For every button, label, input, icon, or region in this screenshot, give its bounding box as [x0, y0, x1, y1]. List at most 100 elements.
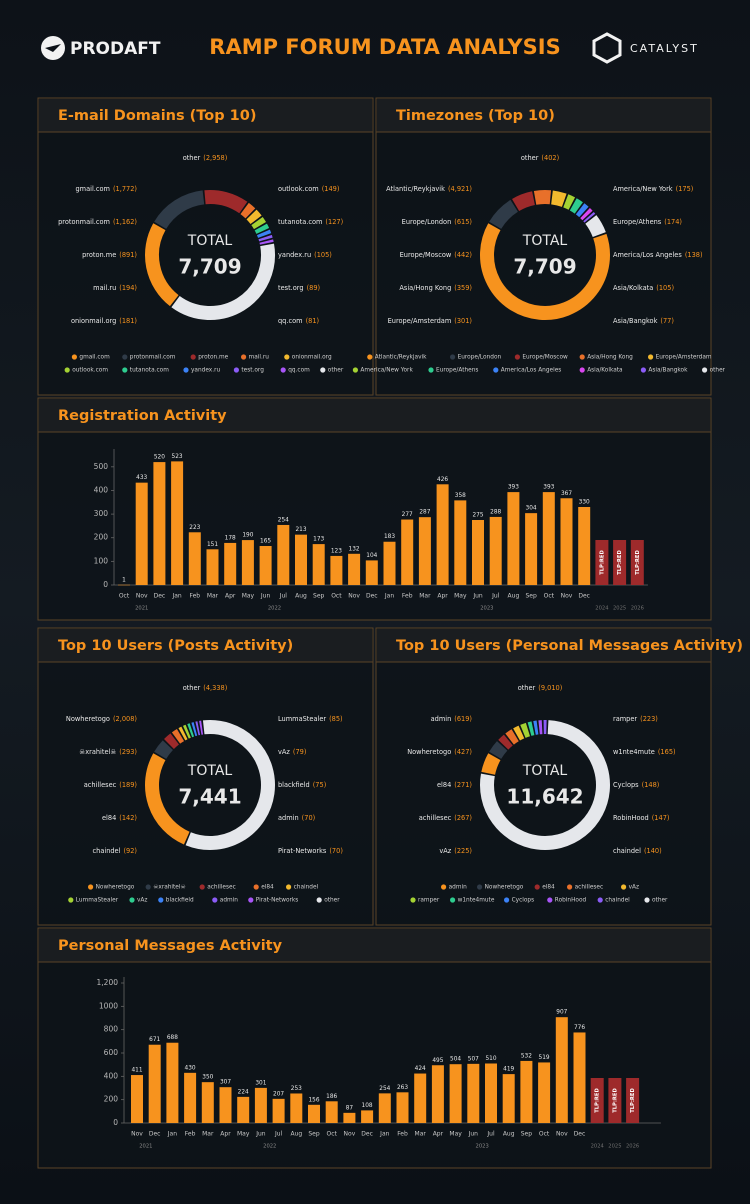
slice-value: (105)	[314, 251, 332, 259]
panel-title: E-mail Domains (Top 10)	[58, 108, 256, 124]
legend-label: test.org	[241, 368, 264, 374]
bar-value-label: 275	[472, 513, 483, 519]
bar	[472, 520, 484, 585]
x-tick-label: Oct	[331, 593, 342, 600]
bar	[348, 554, 360, 585]
bar	[295, 535, 307, 585]
bar	[507, 492, 519, 585]
slice-label: Europe/London(615)	[402, 218, 472, 226]
prodaft-logo: PRODAFT	[41, 36, 161, 60]
redacted-label: TLP:RED	[612, 1088, 618, 1113]
year-label: 2022	[268, 606, 281, 612]
slice-value: (92)	[123, 847, 137, 855]
legend-swatch	[450, 897, 455, 902]
slice-name: Pirat-Networks	[278, 847, 327, 855]
x-tick-label: Feb	[397, 1131, 408, 1138]
bar-value-label: 430	[185, 1065, 196, 1071]
legend-label: ☠xrahitel☠	[153, 884, 186, 891]
legend-label: Asia/Bangkok	[648, 368, 688, 374]
bar	[520, 1061, 532, 1123]
slice-label: Pirat-Networks(70)	[278, 847, 343, 855]
legend-swatch	[353, 367, 358, 372]
slice-name: vAz	[439, 847, 451, 855]
x-tick-label: Jun	[472, 593, 483, 600]
bar	[118, 585, 130, 586]
slice-name: Europe/Moscow	[400, 251, 452, 259]
bar	[485, 1064, 497, 1124]
bar	[220, 1087, 232, 1123]
legend-swatch	[367, 354, 372, 359]
slice-value: (81)	[306, 317, 320, 325]
bar-value-label: 495	[432, 1058, 443, 1064]
bar	[543, 492, 555, 585]
slice-label: protonmail.com(1,162)	[58, 218, 137, 226]
donut-segment	[517, 732, 522, 734]
y-tick-label: 600	[104, 1048, 119, 1057]
bar-value-label: 433	[136, 475, 147, 481]
legend-swatch	[254, 884, 259, 889]
y-tick-label: 0	[113, 1118, 118, 1127]
slice-value: (293)	[119, 748, 137, 756]
donut-segment	[585, 213, 587, 215]
x-tick-label: May	[454, 593, 467, 600]
legend-label: RobinHood	[555, 898, 587, 904]
legend-swatch	[648, 354, 653, 359]
legend-label: protonmail.com	[130, 355, 176, 361]
legend-label: vAz	[629, 885, 639, 891]
bar	[401, 520, 413, 585]
slice-label: Cyclops(148)	[613, 781, 659, 789]
slice-value: (615)	[454, 218, 472, 226]
legend-swatch	[567, 884, 572, 889]
bar	[525, 513, 537, 585]
legend-swatch	[158, 897, 163, 902]
slice-value: (70)	[302, 814, 316, 822]
bar	[149, 1045, 161, 1123]
bar-value-label: 178	[225, 535, 236, 541]
center-label: TOTAL	[187, 763, 233, 779]
donut-segment	[245, 208, 251, 213]
bar-value-label: 288	[490, 509, 501, 515]
slice-label: tutanota.com(127)	[278, 218, 343, 226]
bar-value-label: 907	[556, 1010, 567, 1016]
legend-swatch	[191, 354, 196, 359]
slice-name: Europe/London	[402, 218, 452, 226]
slice-label: other(2,958)	[183, 154, 228, 162]
donut-segment	[535, 197, 550, 198]
y-tick-label: 500	[94, 462, 109, 471]
slice-label: Nowheretogo(2,008)	[66, 715, 137, 723]
bar-value-label: 419	[503, 1067, 514, 1073]
donut-segment	[566, 201, 572, 204]
donut-segment	[523, 730, 528, 732]
bar	[326, 1101, 338, 1123]
x-tick-label: Apr	[220, 1131, 231, 1138]
legend-label: Atlantic/Reykjavik	[375, 355, 427, 361]
center-total: 7,441	[178, 785, 241, 809]
legend-label: ramper	[418, 898, 440, 904]
x-tick-label: Sep	[521, 1131, 533, 1138]
bar-value-label: 224	[238, 1089, 249, 1095]
legend-swatch	[281, 367, 286, 372]
donut-segment	[257, 221, 260, 226]
slice-value: (619)	[454, 715, 472, 723]
redacted-year: 2024	[591, 1144, 605, 1150]
redacted-year: 2026	[631, 606, 644, 612]
donut-segment	[529, 728, 532, 729]
donut-segment	[591, 219, 599, 234]
bar	[361, 1110, 373, 1123]
x-tick-label: Feb	[402, 593, 413, 600]
x-tick-label: Mar	[415, 1131, 427, 1138]
legend-swatch	[702, 367, 707, 372]
slice-label: chaindel(140)	[613, 847, 662, 855]
slice-value: (75)	[313, 781, 327, 789]
legend-swatch	[72, 354, 77, 359]
x-tick-label: Nov	[136, 593, 148, 600]
legend-swatch	[535, 884, 540, 889]
x-tick-label: Aug	[290, 1131, 302, 1138]
donut-segment	[193, 729, 195, 730]
slice-label: el84(142)	[102, 814, 137, 822]
legend-label: proton.me	[198, 355, 228, 361]
slice-name: el84	[102, 814, 116, 822]
slice-label: Europe/Amsterdam(301)	[388, 317, 472, 325]
legend-label: el84	[261, 885, 274, 891]
x-tick-label: Dec	[578, 593, 590, 600]
